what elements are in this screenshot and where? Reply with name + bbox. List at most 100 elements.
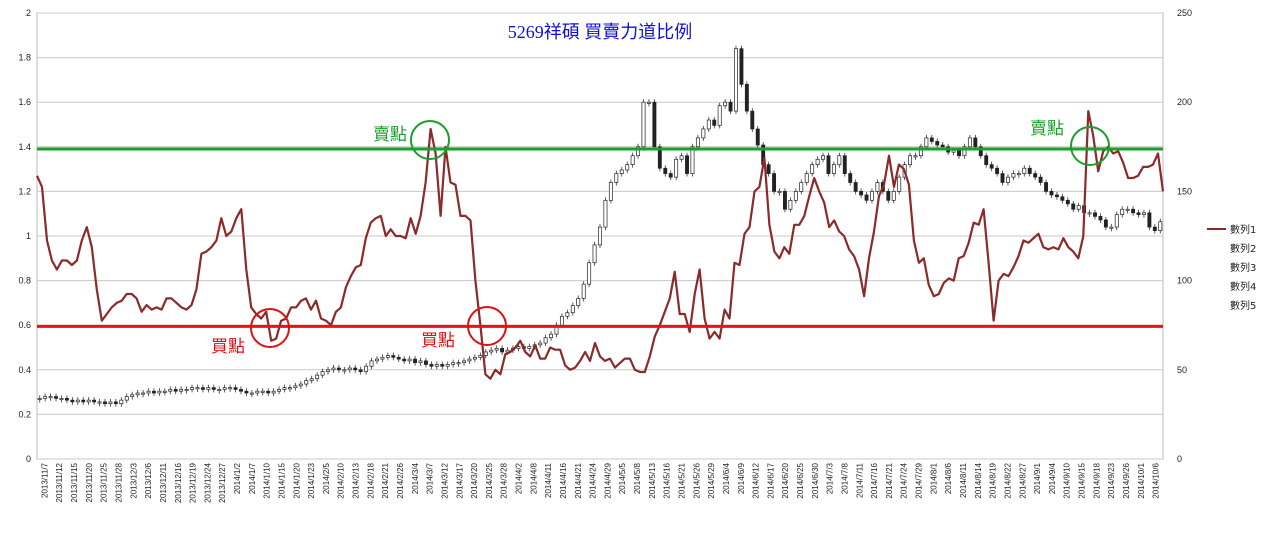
price-candle bbox=[1000, 173, 1005, 183]
price-candle bbox=[804, 173, 809, 183]
x-tick-label: 2014/5/26 bbox=[692, 462, 701, 498]
price-candle bbox=[451, 362, 456, 365]
annotation-circle bbox=[467, 306, 507, 346]
x-tick-label: 2014/6/17 bbox=[766, 462, 775, 498]
price-candle bbox=[293, 385, 298, 388]
y-left-tick-label: 0.4 bbox=[18, 365, 31, 375]
price-candle bbox=[831, 164, 836, 174]
price-candle bbox=[48, 396, 53, 399]
x-tick-label: 2013/11/12 bbox=[55, 462, 64, 502]
x-tick-label: 2014/5/13 bbox=[648, 462, 657, 498]
x-tick-label: 2014/9/1 bbox=[1033, 462, 1042, 494]
price-candle bbox=[821, 155, 825, 160]
price-candle bbox=[206, 387, 211, 390]
price-candle bbox=[559, 315, 564, 326]
price-candle bbox=[657, 146, 662, 169]
price-candle bbox=[940, 144, 945, 148]
price-candle bbox=[287, 387, 292, 390]
price-candle bbox=[592, 244, 597, 264]
price-candle bbox=[228, 387, 233, 390]
price-candle bbox=[81, 399, 86, 403]
x-tick-label: 2014/8/1 bbox=[929, 462, 938, 494]
reference-lines bbox=[37, 147, 1163, 328]
x-tick-label: 2014/1/20 bbox=[292, 462, 301, 498]
price-candle bbox=[179, 389, 184, 392]
price-candle bbox=[647, 101, 651, 104]
x-axis: 2013/11/7 2013/11/12 2013/11/15 2013/11/20 2… bbox=[40, 462, 1160, 503]
price-candle bbox=[92, 399, 97, 403]
price-candle bbox=[728, 101, 733, 112]
x-tick-label: 2014/1/10 bbox=[263, 462, 272, 498]
x-tick-label: 2014/5/5 bbox=[618, 462, 627, 494]
x-tick-label: 2014/6/12 bbox=[752, 462, 761, 498]
y-left-tick-label: 0.8 bbox=[18, 276, 31, 286]
price-candle bbox=[385, 355, 390, 358]
price-candle bbox=[1038, 176, 1043, 183]
y-left-tick-label: 0.6 bbox=[18, 320, 31, 330]
price-candle bbox=[478, 355, 483, 358]
price-candle bbox=[864, 194, 869, 201]
price-candle bbox=[695, 137, 700, 148]
annotation-label: 買點 bbox=[421, 331, 455, 351]
price-candle bbox=[434, 364, 439, 367]
price-candle bbox=[282, 387, 287, 390]
price-candle bbox=[853, 182, 858, 192]
price-candle bbox=[951, 150, 956, 153]
price-candle bbox=[766, 164, 771, 174]
price-candle bbox=[429, 364, 434, 367]
annotation-label: 買點 bbox=[211, 337, 245, 357]
x-tick-label: 2014/4/21 bbox=[574, 462, 583, 498]
price-candle bbox=[64, 397, 69, 401]
price-candle bbox=[146, 390, 151, 394]
y-left-tick-label: 0 bbox=[26, 454, 31, 464]
x-tick-label: 2014/7/21 bbox=[885, 462, 894, 498]
price-candle bbox=[668, 173, 673, 178]
legend-entry: 數列5 bbox=[1230, 299, 1256, 312]
price-candle bbox=[239, 389, 243, 392]
price-candle bbox=[630, 155, 635, 165]
x-tick-label: 2014/9/26 bbox=[1122, 462, 1131, 498]
price-candle bbox=[859, 191, 864, 196]
legend-entry: 數列2 bbox=[1230, 242, 1256, 255]
price-candle bbox=[190, 387, 194, 390]
x-tick-label: 2014/7/16 bbox=[870, 462, 879, 498]
price-candle bbox=[886, 191, 891, 201]
price-candle bbox=[1158, 221, 1163, 231]
x-tick-label: 2014/4/16 bbox=[559, 462, 568, 498]
price-candle bbox=[957, 150, 961, 157]
x-tick-label: 2014/6/20 bbox=[781, 462, 790, 498]
price-candle bbox=[244, 390, 249, 394]
price-candle bbox=[842, 155, 847, 174]
y-right-tick-label: 0 bbox=[1177, 454, 1182, 464]
price-candle bbox=[494, 348, 499, 351]
price-candle bbox=[86, 399, 91, 403]
price-candle bbox=[685, 155, 689, 174]
price-candle bbox=[342, 369, 347, 372]
x-tick-label: 2014/5/21 bbox=[677, 462, 686, 498]
x-tick-label: 2013/11/28 bbox=[114, 462, 123, 502]
legend-entry: 數列4 bbox=[1230, 280, 1256, 293]
price-candle bbox=[233, 387, 238, 390]
price-candle bbox=[255, 390, 260, 394]
price-candle bbox=[315, 374, 320, 380]
price-candle bbox=[929, 137, 934, 142]
price-candle bbox=[119, 399, 124, 405]
right-axis: 0 50 100 150 200 250 bbox=[1177, 8, 1192, 464]
x-tick-label: 2014/1/15 bbox=[277, 462, 286, 498]
price-candles bbox=[37, 45, 1163, 407]
price-candle bbox=[918, 146, 923, 157]
price-candle bbox=[211, 387, 216, 390]
y-right-tick-label: 250 bbox=[1177, 8, 1192, 18]
x-tick-label: 2013/12/19 bbox=[189, 462, 198, 503]
y-left-tick-label: 1.4 bbox=[18, 142, 31, 152]
x-tick-label: 2014/8/19 bbox=[989, 462, 998, 498]
y-left-tick-label: 0.2 bbox=[18, 409, 31, 419]
price-candle bbox=[984, 155, 989, 165]
price-candle bbox=[543, 337, 548, 344]
price-candle bbox=[130, 394, 135, 397]
price-candle bbox=[1054, 194, 1059, 198]
annotation-circle bbox=[1070, 126, 1110, 166]
price-candle bbox=[375, 358, 379, 362]
x-tick-label: 2014/1/23 bbox=[307, 462, 316, 498]
